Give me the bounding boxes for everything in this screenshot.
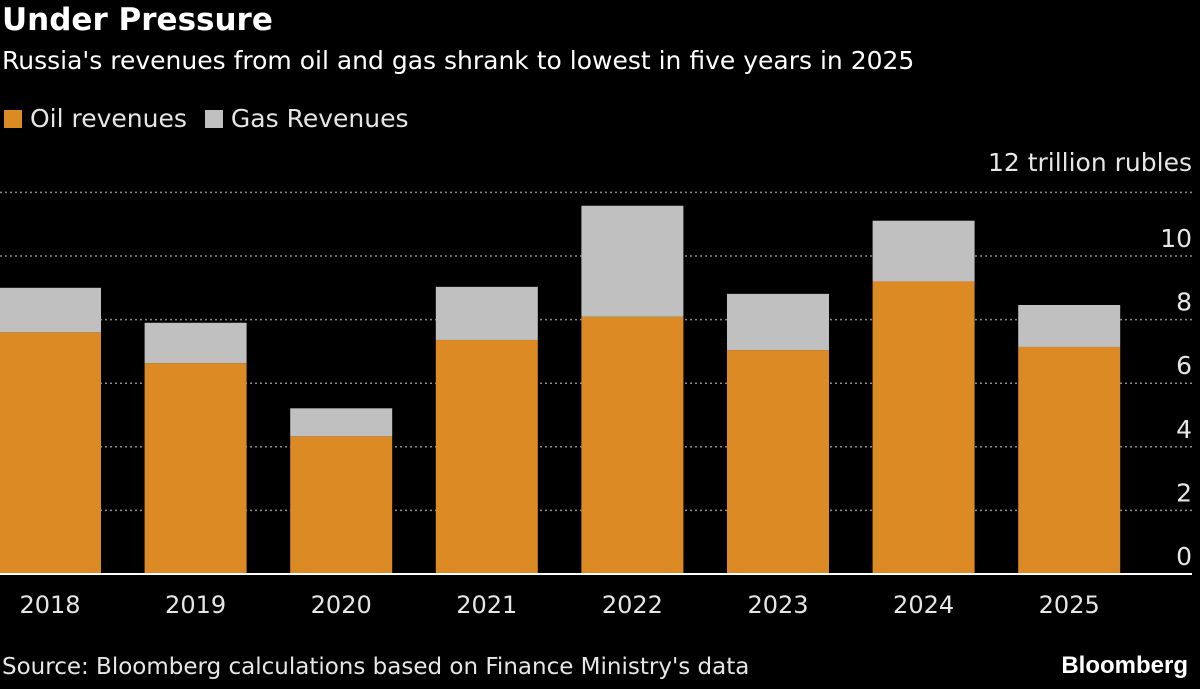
bar-gas-2022 (581, 205, 684, 317)
x-tick-label: 2025 (1039, 591, 1100, 619)
bar-oil-2020 (290, 436, 393, 574)
legend-swatch-oil (4, 109, 22, 128)
x-tick-label: 2019 (165, 591, 226, 619)
bar-gas-2018 (0, 287, 101, 333)
y-tick-label: 0 (1176, 542, 1192, 571)
bloomberg-logo: Bloomberg (1061, 652, 1188, 679)
y-tick-label: 6 (1176, 351, 1192, 380)
x-tick-label: 2022 (602, 591, 663, 619)
bar-oil-2024 (872, 281, 975, 574)
legend: Oil revenues Gas Revenues (4, 104, 408, 133)
x-tick-label: 2024 (893, 591, 954, 619)
x-tick-label: 2021 (456, 591, 517, 619)
bar-oil-2019 (144, 363, 247, 574)
bar-gas-2024 (872, 220, 975, 282)
legend-item-oil: Oil revenues (4, 104, 187, 133)
y-tick-label: 8 (1176, 288, 1192, 317)
legend-swatch-gas (204, 109, 223, 128)
bar-gas-2021 (435, 286, 538, 340)
legend-label-oil: Oil revenues (30, 104, 187, 133)
bar-gas-2025 (1018, 304, 1121, 347)
bar-gas-2023 (727, 293, 829, 351)
bar-oil-2021 (435, 339, 538, 574)
bar-gas-2020 (290, 408, 393, 437)
y-tick-label: 10 (1160, 224, 1192, 253)
bar-gas-2019 (144, 322, 247, 364)
chart-title: Under Pressure (2, 2, 273, 38)
bar-oil-2025 (1018, 346, 1121, 574)
x-tick-label: 2018 (19, 591, 80, 619)
x-tick-label: 2020 (311, 591, 372, 619)
y-tick-label: 2 (1176, 478, 1192, 507)
legend-label-gas: Gas Revenues (230, 104, 409, 133)
chart-subtitle: Russia's revenues from oil and gas shran… (2, 46, 915, 75)
bar-oil-2023 (727, 350, 829, 574)
x-tick-label: 2023 (747, 591, 808, 619)
source-note: Source: Bloomberg calculations based on … (2, 654, 750, 680)
legend-item-gas: Gas Revenues (204, 104, 409, 133)
y-tick-label: 4 (1176, 415, 1192, 444)
bar-oil-2018 (0, 332, 101, 574)
y-axis-unit-label: 12 trillion rubles (987, 148, 1192, 177)
bar-oil-2022 (581, 316, 684, 574)
